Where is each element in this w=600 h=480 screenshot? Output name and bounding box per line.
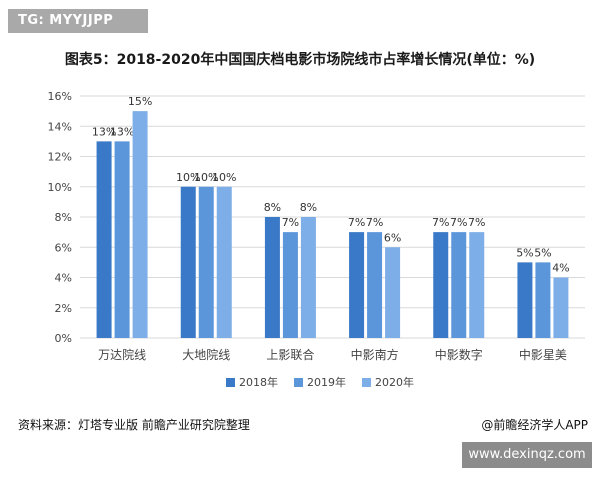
data-label: 6%: [384, 231, 401, 244]
x-category-label: 万达院线: [98, 348, 146, 362]
data-label: 13%: [110, 125, 134, 138]
bar: [282, 232, 298, 338]
data-label: 4%: [552, 262, 569, 275]
y-tick-label: 2%: [55, 302, 72, 315]
data-label: 13%: [92, 125, 116, 138]
legend-swatch: [294, 378, 303, 387]
data-label: 5%: [534, 246, 551, 259]
source-note: 资料来源：灯塔专业版 前瞻产业研究院整理: [18, 418, 250, 432]
data-label: 7%: [282, 216, 299, 229]
bar: [469, 232, 485, 338]
bar: [367, 232, 383, 338]
bar: [517, 262, 533, 338]
data-label: 7%: [468, 216, 485, 229]
x-category-label: 中影数字: [435, 347, 483, 362]
bar: [132, 111, 148, 338]
data-label: 7%: [450, 216, 467, 229]
bar: [216, 186, 232, 338]
data-label: 7%: [348, 216, 365, 229]
bar: [451, 232, 467, 338]
bar: [385, 247, 401, 338]
legend-swatch: [362, 378, 371, 387]
bar: [114, 141, 130, 338]
data-label: 7%: [432, 216, 449, 229]
data-label: 5%: [516, 246, 533, 259]
bar: [535, 262, 551, 338]
data-label: 8%: [264, 201, 281, 214]
site-watermark: www.dexinqz.com: [462, 442, 592, 468]
data-label: 10%: [212, 171, 236, 184]
bar: [300, 217, 316, 338]
data-label: 7%: [366, 216, 383, 229]
y-tick-label: 8%: [55, 211, 72, 224]
y-tick-label: 6%: [55, 241, 72, 254]
bar: [180, 186, 196, 338]
y-tick-label: 12%: [48, 151, 72, 164]
legend-label: 2018年: [239, 375, 278, 389]
legend-label: 2019年: [307, 375, 346, 389]
bar: [264, 217, 280, 338]
bar: [96, 141, 112, 338]
x-category-label: 大地院线: [182, 348, 230, 362]
y-tick-label: 10%: [48, 181, 72, 194]
data-label: 8%: [300, 201, 317, 214]
y-tick-label: 16%: [48, 90, 72, 103]
x-category-label: 中影南方: [351, 347, 399, 362]
bar-chart: 0%2%4%6%8%10%12%14%16%13%13%15%万达院线10%10…: [48, 90, 585, 389]
y-tick-label: 4%: [55, 272, 72, 285]
y-tick-label: 14%: [48, 120, 72, 133]
bar: [349, 232, 365, 338]
y-tick-label: 0%: [55, 332, 72, 345]
bar: [198, 186, 214, 338]
data-label: 10%: [176, 171, 200, 184]
data-label: 15%: [128, 95, 152, 108]
credit-note: @前瞻经济学人APP: [481, 418, 588, 432]
data-label: 10%: [194, 171, 218, 184]
legend-label: 2020年: [375, 375, 414, 389]
legend-swatch: [226, 378, 235, 387]
x-category-label: 中影星美: [519, 347, 567, 362]
chart-title: 图表5：2018-2020年中国国庆档电影市场院线市占率增长情况(单位：%): [64, 52, 536, 68]
x-category-label: 上影联合: [266, 347, 314, 362]
bar: [433, 232, 449, 338]
tg-badge: TG: MYYJJPP: [8, 9, 148, 33]
bar: [553, 277, 569, 338]
